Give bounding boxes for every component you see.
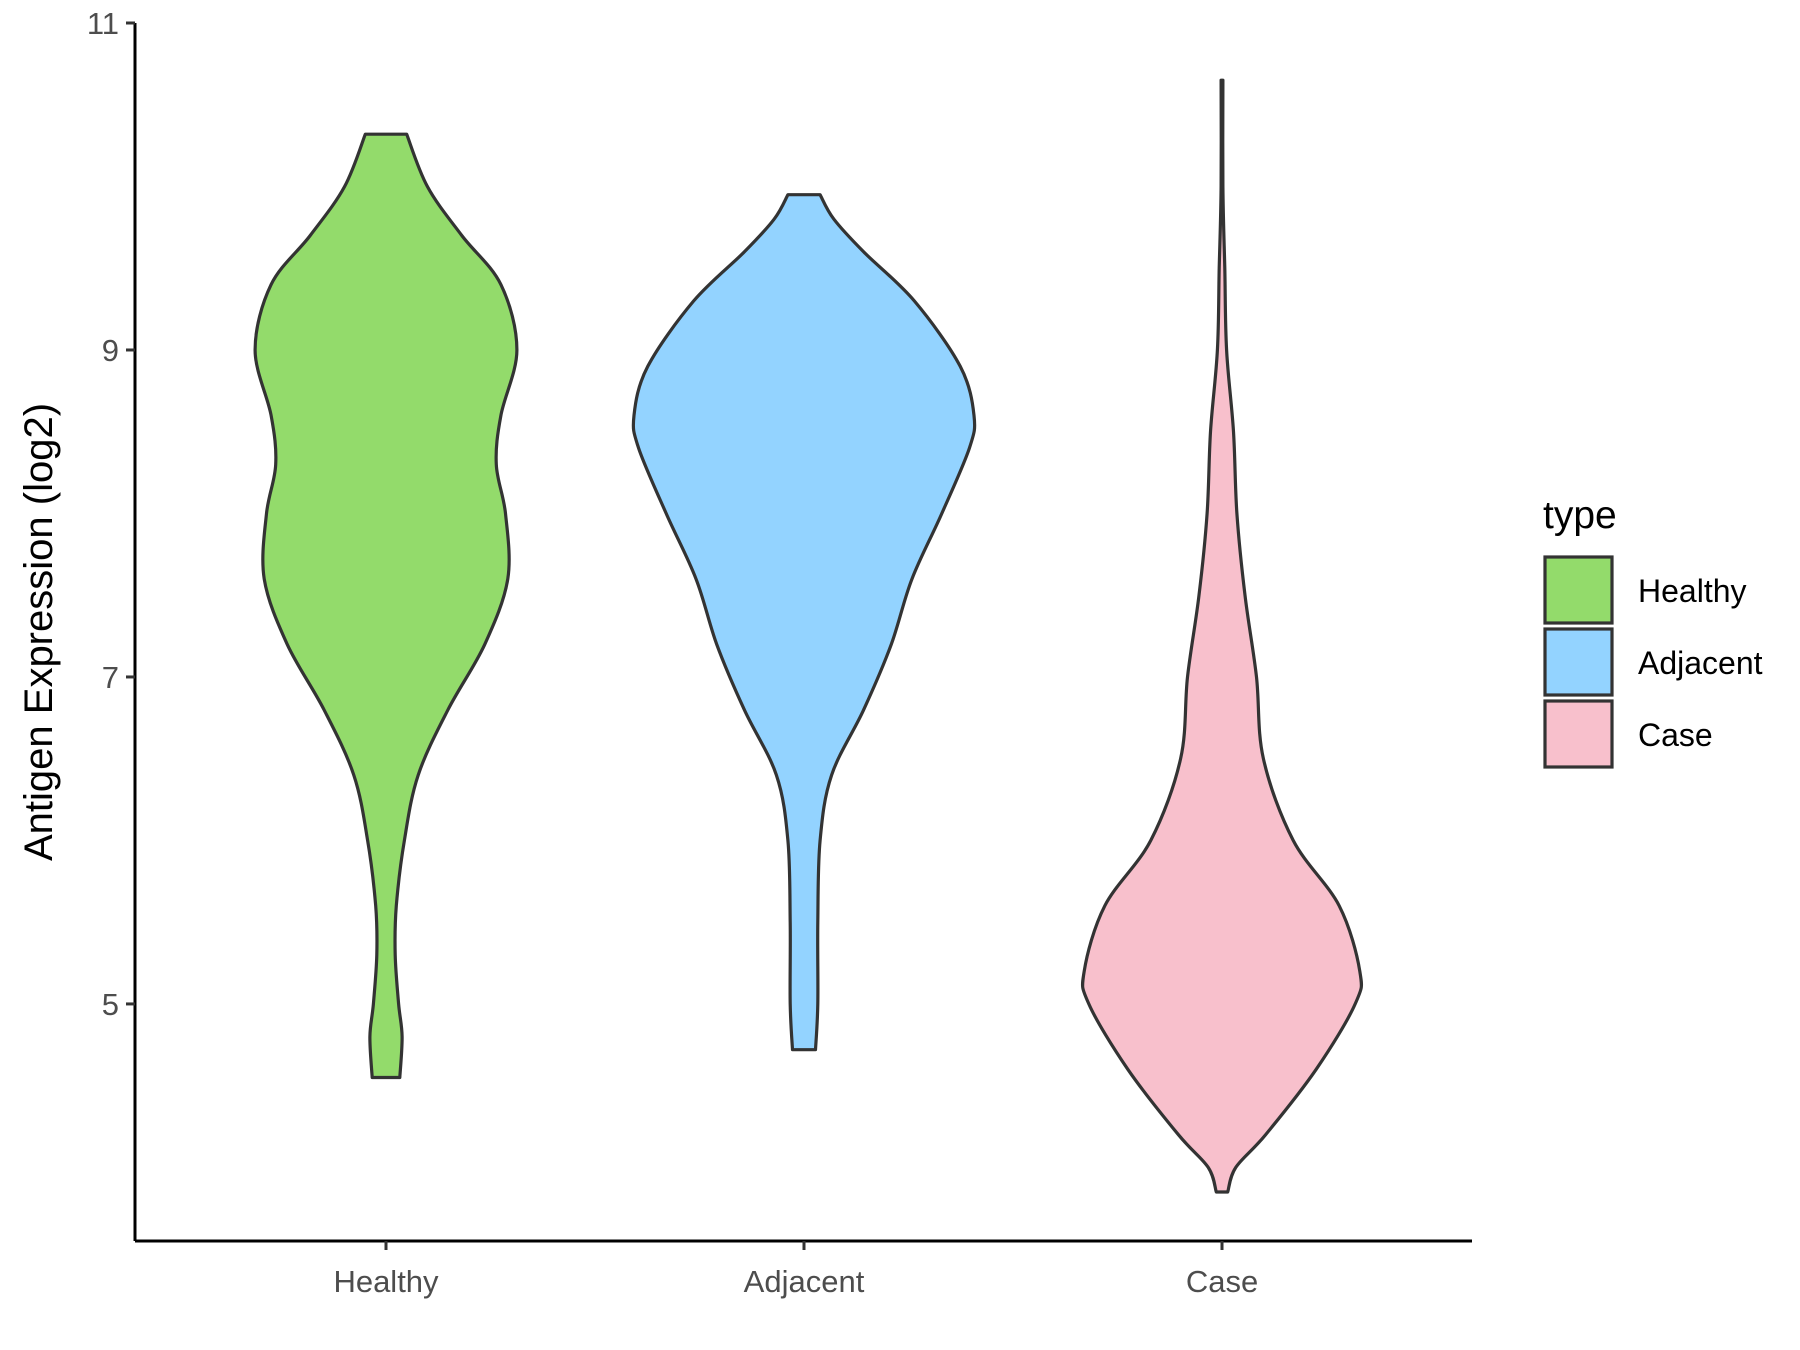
x-tick-label: Healthy [333,1264,439,1299]
violin-adjacent [631,193,977,1052]
y-tick-label: 11 [87,6,119,41]
legend-key-case [1543,699,1614,769]
y-tick-label: 5 [102,987,119,1022]
y-tick-label: 9 [102,333,119,368]
legend-key-adjacent [1543,627,1614,697]
violin-case [1080,78,1364,1194]
y-tick-label: 7 [102,660,119,695]
x-tick-label: Case [1186,1264,1258,1299]
violins-group [253,78,1364,1194]
x-ticks-group: Healthy Adjacent Case [333,1241,1258,1299]
legend-label: Healthy [1638,573,1747,609]
legend-items: Healthy Adjacent Case [1543,555,1763,769]
legend-title: type [1543,494,1617,537]
legend-key-healthy [1543,555,1614,625]
legend-label: Case [1638,717,1713,753]
y-axis-title: Antigen Expression (log2) [17,403,61,861]
x-tick-label: Adjacent [744,1264,865,1299]
violin-healthy [253,132,519,1080]
legend-label: Adjacent [1638,645,1763,681]
legend: type Healthy Adjacent Case [1543,494,1763,769]
y-ticks-group: 5 7 9 11 [87,6,135,1022]
